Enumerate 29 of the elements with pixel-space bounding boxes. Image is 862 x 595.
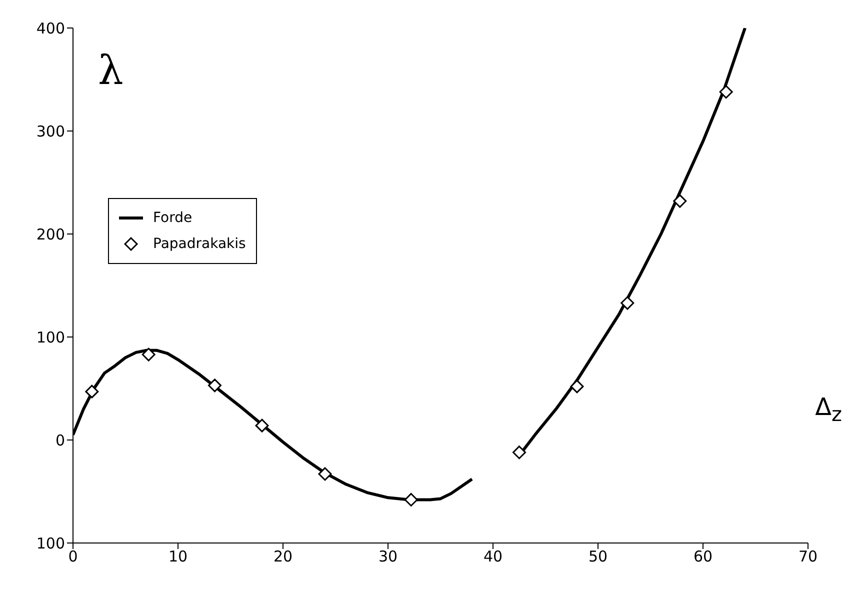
x-axis-title: Δ$_{z}$ [815,393,842,426]
y-tick-label: 100 [36,534,65,552]
point [142,348,156,362]
point [255,418,269,432]
y-tick-label: 300 [36,122,65,140]
x-tick-label: 50 [588,548,608,566]
y-tick-label: 200 [36,225,65,244]
x-tick-label: 0 [68,548,78,566]
x-tick-label: 40 [483,548,503,566]
x-tick-label: 70 [798,548,818,566]
x-tick-label: 60 [693,548,713,566]
y-axis-title: λ [98,48,124,94]
point [719,85,733,99]
point [673,194,687,208]
point [318,467,332,481]
y-tick-label: 100 [36,328,65,346]
point [570,380,584,394]
point [208,378,222,392]
y-tick-label: 400 [36,19,65,38]
legend-label: Forde [153,210,192,226]
point [620,296,634,310]
legend-label: Papadrakakis [153,236,246,252]
x-tick-label: 10 [168,548,188,566]
point [404,492,418,506]
point [512,446,526,460]
point [85,384,99,398]
x-tick-label: 20 [273,548,293,566]
x-tick-label: 30 [378,548,398,566]
y-tick-label: 0 [55,431,65,450]
